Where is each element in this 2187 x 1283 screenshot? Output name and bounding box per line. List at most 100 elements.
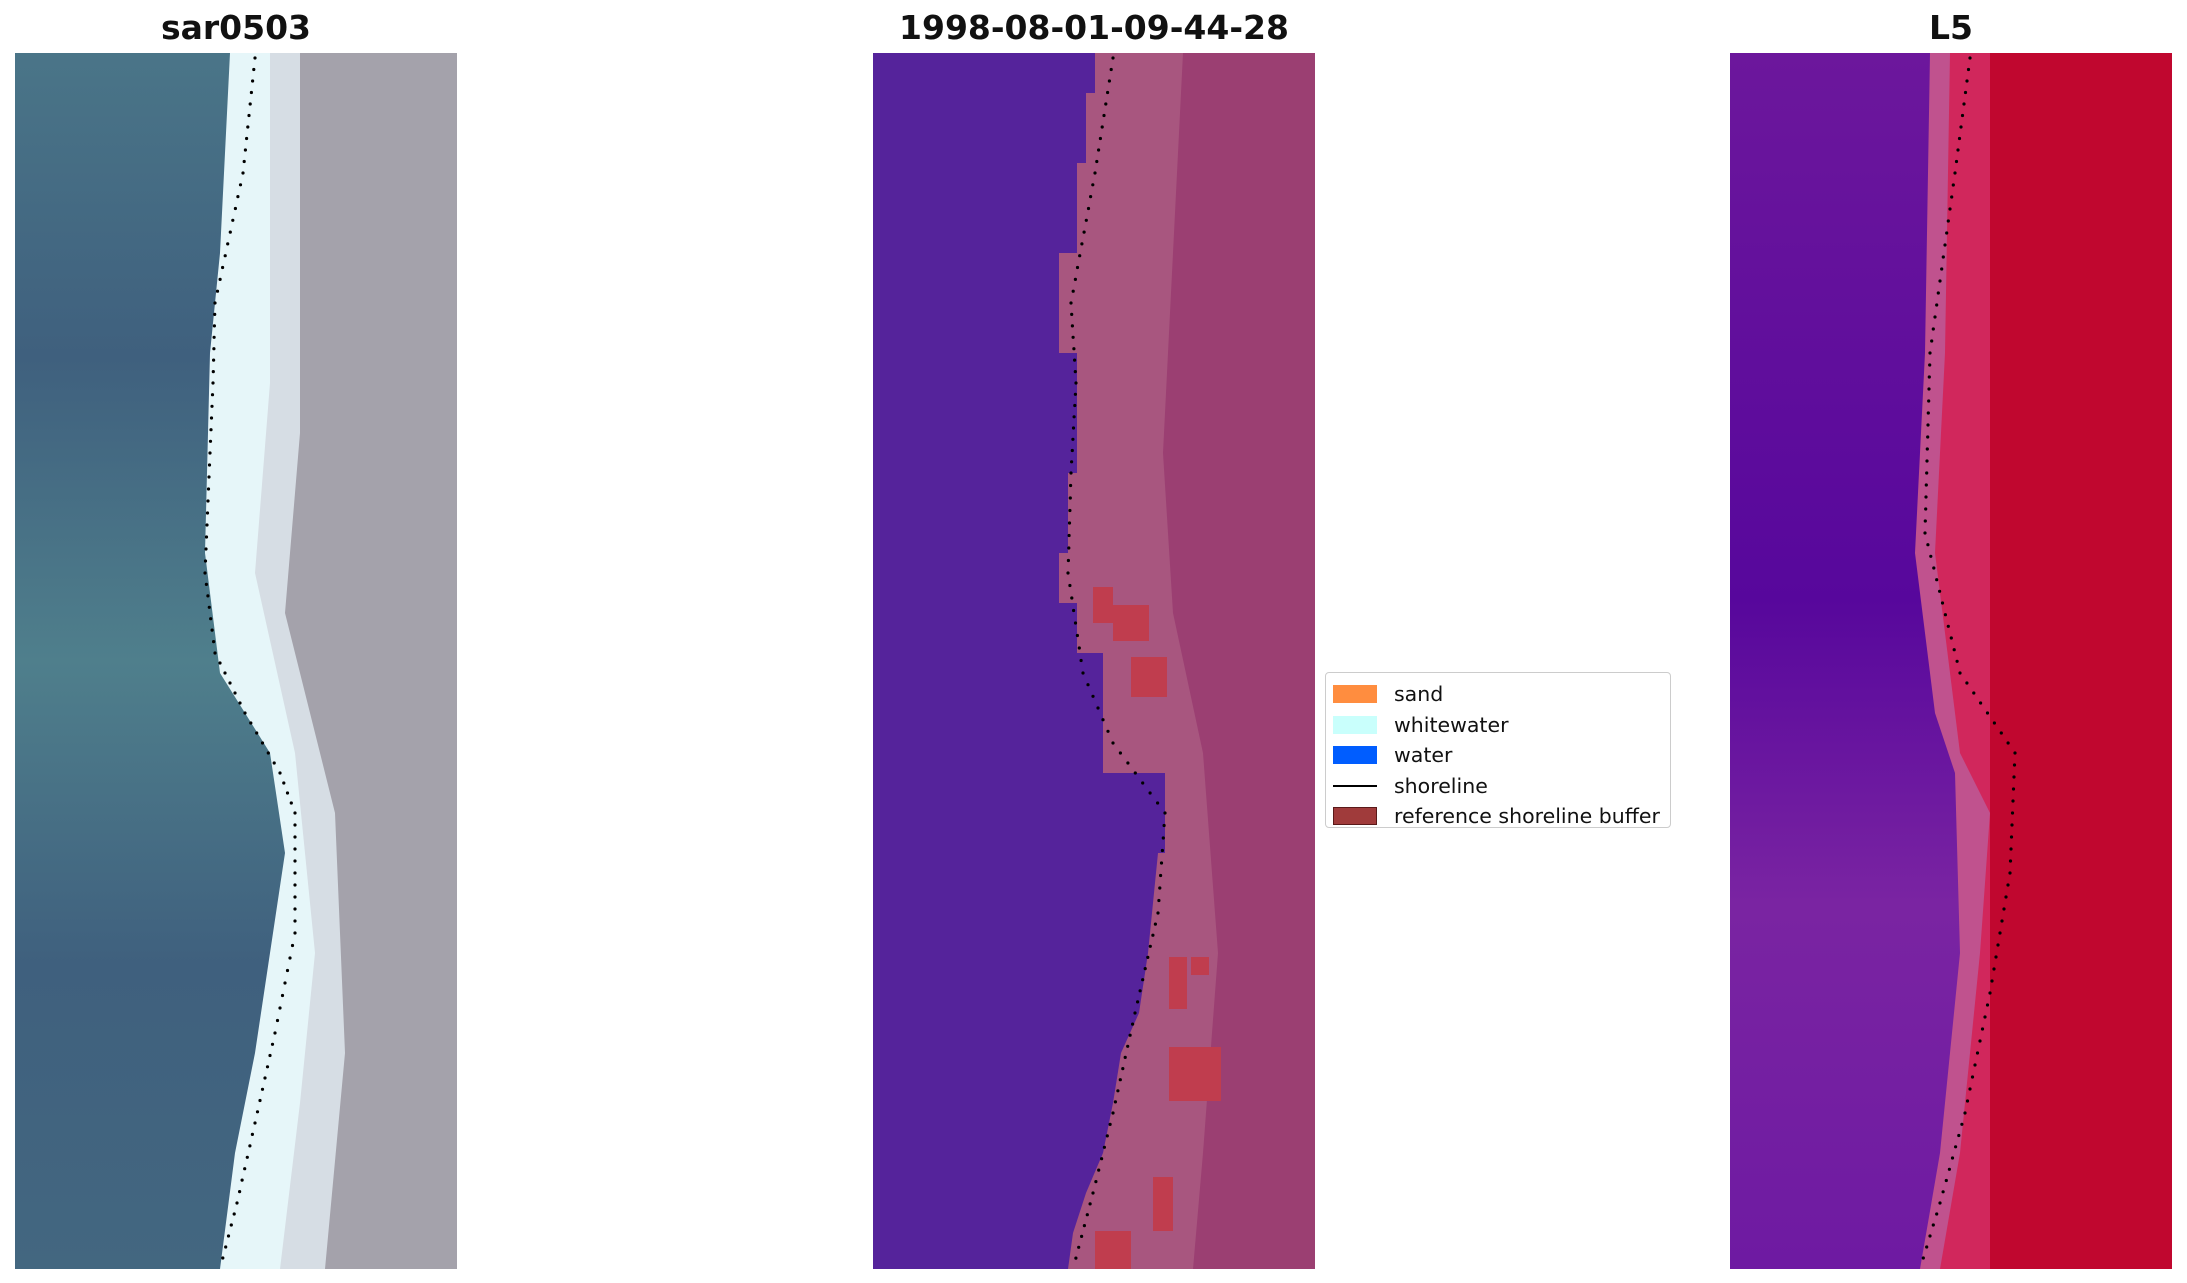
shoreline-dot <box>233 206 237 211</box>
rgb-shoreline <box>203 56 297 1260</box>
shoreline-dot <box>212 347 216 351</box>
shoreline-dot <box>1965 79 1969 83</box>
shoreline-dot <box>2010 823 2014 827</box>
legend-label: sand <box>1394 682 1444 707</box>
shoreline-dot <box>293 895 297 899</box>
shoreline-dot <box>1923 531 1927 535</box>
shoreline-dot <box>293 811 297 815</box>
shoreline-dot <box>1957 136 1962 141</box>
shoreline-dot <box>1925 1245 1929 1249</box>
shoreline-dot <box>2012 763 2017 767</box>
shoreline-dot <box>221 1256 225 1260</box>
shoreline-dot <box>1999 731 2003 735</box>
shoreline-dot <box>243 1167 247 1171</box>
shoreline-dot <box>1936 291 1940 295</box>
shoreline-dot <box>1975 1051 1980 1055</box>
panel-title-index: L5 <box>1929 8 1973 47</box>
shoreline-dot <box>1077 646 1081 650</box>
sand-patch <box>1191 957 1209 975</box>
rgb-image <box>15 53 457 1269</box>
shoreline-dot <box>1074 381 1078 385</box>
shoreline-dot <box>1980 1027 1985 1031</box>
shoreline-dot <box>1128 1033 1132 1037</box>
shoreline-dot <box>247 113 251 118</box>
shoreline-dot <box>1070 324 1074 328</box>
shoreline-dot <box>1069 483 1073 488</box>
shoreline-dot <box>1935 578 1939 582</box>
shoreline-dot <box>285 791 290 795</box>
shoreline-dot <box>1091 694 1095 698</box>
sand-patch <box>1169 1047 1221 1101</box>
shoreline-dot <box>1924 483 1928 487</box>
shoreline-dot <box>2011 799 2015 803</box>
shoreline-dot <box>1950 1156 1955 1160</box>
shoreline-dot <box>209 617 213 621</box>
shoreline-dot <box>272 761 276 765</box>
shoreline-dot <box>1946 219 1950 223</box>
legend: sand whitewater water shoreline referenc… <box>1325 672 1671 828</box>
shoreline-dot <box>1085 1213 1089 1217</box>
shoreline-dot <box>1156 801 1160 805</box>
shoreline-dot <box>1950 195 1954 199</box>
shoreline-dot <box>1948 207 1952 211</box>
shoreline-dot <box>231 218 235 222</box>
shoreline-dot <box>233 691 237 695</box>
shoreline-dot <box>245 1155 249 1159</box>
shoreline-dot <box>1931 1223 1935 1227</box>
shoreline-dot <box>204 582 208 587</box>
shoreline-dot <box>1098 136 1102 141</box>
shoreline-dot <box>1935 303 1939 307</box>
shoreline-dot <box>250 1132 254 1136</box>
sand-patch <box>1093 587 1113 623</box>
shoreline-dot <box>283 981 287 985</box>
shoreline-dot <box>1943 613 1947 617</box>
shoreline-dot <box>204 547 208 551</box>
shoreline-dot <box>203 559 208 563</box>
shoreline-dot <box>1073 392 1077 396</box>
class-water <box>873 53 1165 1269</box>
shoreline-dot <box>1073 621 1078 625</box>
shoreline-dot <box>1106 729 1110 733</box>
shoreline-dot <box>252 67 256 72</box>
shoreline-dot <box>1954 1145 1958 1149</box>
shoreline-dot <box>1996 943 2000 947</box>
shoreline-dot <box>1069 471 1073 475</box>
shoreline-dot <box>248 1144 252 1148</box>
shoreline-dot <box>1990 979 1994 983</box>
sand-patch <box>1169 957 1187 1009</box>
shoreline-dot <box>226 1234 231 1238</box>
sand-patch <box>1095 1231 1131 1269</box>
shoreline-dot <box>1925 459 1929 463</box>
shoreline-dot <box>251 79 255 83</box>
shoreline-dot <box>1111 1111 1115 1115</box>
shoreline-dot <box>1081 671 1085 675</box>
shoreline-dot <box>1082 230 1086 234</box>
shoreline-dot <box>1928 1234 1932 1238</box>
shoreline-dot <box>1921 1256 1925 1260</box>
shoreline-dot <box>1071 335 1075 339</box>
shoreline-dot <box>1160 848 1164 853</box>
shoreline-dot <box>1143 967 1147 971</box>
shoreline-dot <box>1107 79 1111 83</box>
shoreline-dot <box>1121 1067 1125 1071</box>
shoreline-dot <box>1073 277 1077 281</box>
shoreline-dot <box>204 535 209 539</box>
panel-title-classification: 1998-08-01-09-44-28 <box>899 8 1289 47</box>
shoreline-dot <box>248 102 252 106</box>
shoreline-dot <box>249 721 253 725</box>
shoreline-dot <box>1153 922 1157 926</box>
shoreline-dot <box>1988 991 1992 995</box>
shoreline-dot <box>238 1190 242 1194</box>
shoreline-dot <box>1932 566 1936 570</box>
shoreline-dot <box>232 1212 236 1216</box>
shoreline-dot <box>1923 519 1927 523</box>
shoreline-dot <box>1956 148 1960 152</box>
shoreline-dot <box>1068 496 1072 500</box>
shoreline-dot <box>1933 315 1937 319</box>
shoreline-dot <box>210 404 214 408</box>
shoreline-dot <box>1925 471 1929 475</box>
shoreline-dot <box>1985 711 1990 715</box>
shoreline-dot <box>226 242 230 246</box>
shoreline-dot <box>266 751 270 755</box>
shoreline-dot <box>1091 1191 1095 1195</box>
